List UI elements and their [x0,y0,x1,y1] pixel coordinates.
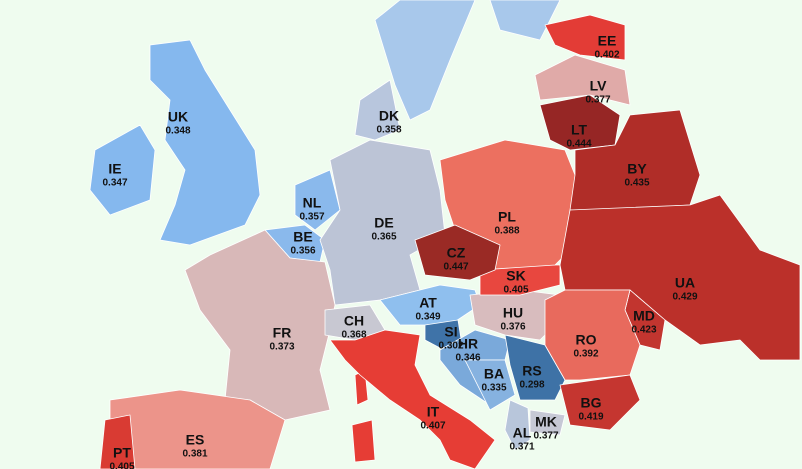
country-value: 0.377 [533,431,558,442]
country-value: 0.392 [573,349,598,360]
country [559,374,641,431]
country [544,14,626,61]
country [534,54,631,106]
country-value: 0.357 [299,212,324,223]
country-code: SI [444,324,457,340]
country-value: 0.405 [503,285,528,296]
country-value: 0.388 [494,226,519,237]
country-code: CZ [447,245,466,261]
country-code: EE [598,33,617,49]
country-code: HR [458,336,478,352]
country [504,399,531,451]
country-value: 0.419 [578,412,603,423]
country-value: 0.349 [415,312,440,323]
country-code: CH [344,313,364,329]
country-code: UK [168,109,188,125]
country-value: 0.444 [566,139,591,150]
country-code: BE [293,229,312,245]
country [184,229,336,421]
country-code: PT [113,445,131,461]
country-value: 0.371 [509,442,534,453]
finland [489,0,561,41]
scandinavia [374,0,476,121]
country-value: 0.356 [290,246,315,257]
sardinia [351,419,376,463]
country-code: RS [522,363,541,379]
country-code: BY [627,161,647,177]
country-value: 0.376 [500,322,525,333]
country-value: 0.335 [481,383,506,394]
country [149,39,261,246]
country [414,224,501,281]
country [99,414,136,469]
country [354,79,401,141]
labels: UK0.348IE0.347DK0.358NL0.357BE0.356DE0.3… [102,33,697,469]
country-value: 0.302 [438,341,463,352]
country-code: NL [303,195,322,211]
country-value: 0.402 [594,50,619,61]
country-value: 0.346 [455,353,480,364]
country-code: PL [498,209,516,225]
country-code: AL [513,425,532,441]
country [529,409,566,436]
country-code: ES [186,432,205,448]
country-code: LT [571,122,588,138]
country [544,289,641,381]
country-code: AT [419,295,437,311]
country [89,124,156,216]
country-value: 0.347 [102,178,127,189]
country-value: 0.348 [165,126,190,137]
country-code: DE [374,215,393,231]
country-value: 0.373 [269,342,294,353]
country-code: HU [503,305,523,321]
country-code: SK [506,268,525,284]
country-value: 0.405 [109,462,134,469]
country-code: MK [535,414,557,430]
country-value: 0.358 [376,125,401,136]
country-value: 0.435 [624,178,649,189]
country-code: RO [576,332,597,348]
country-code: IT [427,404,440,420]
country-value: 0.368 [341,330,366,341]
country-code: FR [273,325,292,341]
country-code: DK [379,108,399,124]
country-value: 0.377 [585,95,610,106]
country-code: BG [581,395,602,411]
country-code: MD [633,308,655,324]
country [464,359,516,411]
country-value: 0.447 [443,262,468,273]
country-code: IE [108,161,121,177]
country [329,329,496,469]
country-value: 0.423 [631,325,656,336]
country [569,109,701,211]
country-value: 0.407 [420,421,445,432]
regions [89,14,801,469]
country [294,169,341,231]
country-value: 0.381 [182,449,207,460]
country-code: BA [484,366,504,382]
country-value: 0.298 [519,380,544,391]
country-code: LV [590,78,608,94]
country-code: UA [675,275,695,291]
country-value: 0.365 [371,232,396,243]
country-value: 0.429 [672,292,697,303]
